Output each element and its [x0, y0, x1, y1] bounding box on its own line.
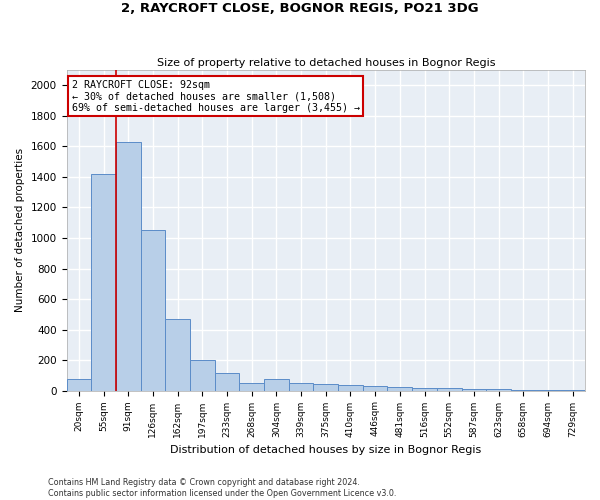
Bar — [461, 388, 486, 390]
Bar — [338, 385, 363, 390]
Bar — [165, 319, 190, 390]
Text: Contains HM Land Registry data © Crown copyright and database right 2024.
Contai: Contains HM Land Registry data © Crown c… — [48, 478, 397, 498]
Bar — [363, 386, 388, 390]
Bar — [67, 379, 91, 390]
Text: 2, RAYCROFT CLOSE, BOGNOR REGIS, PO21 3DG: 2, RAYCROFT CLOSE, BOGNOR REGIS, PO21 3D… — [121, 2, 479, 16]
Bar — [313, 384, 338, 390]
Bar — [289, 383, 313, 390]
Bar — [215, 373, 239, 390]
Bar — [140, 230, 165, 390]
Y-axis label: Number of detached properties: Number of detached properties — [15, 148, 25, 312]
Bar — [239, 383, 264, 390]
Bar — [91, 174, 116, 390]
Bar — [437, 388, 461, 390]
Text: 2 RAYCROFT CLOSE: 92sqm
← 30% of detached houses are smaller (1,508)
69% of semi: 2 RAYCROFT CLOSE: 92sqm ← 30% of detache… — [72, 80, 360, 113]
Bar — [412, 388, 437, 390]
X-axis label: Distribution of detached houses by size in Bognor Regis: Distribution of detached houses by size … — [170, 445, 481, 455]
Title: Size of property relative to detached houses in Bognor Regis: Size of property relative to detached ho… — [157, 58, 495, 68]
Bar — [190, 360, 215, 390]
Bar — [264, 379, 289, 390]
Bar — [388, 387, 412, 390]
Bar — [116, 142, 140, 390]
